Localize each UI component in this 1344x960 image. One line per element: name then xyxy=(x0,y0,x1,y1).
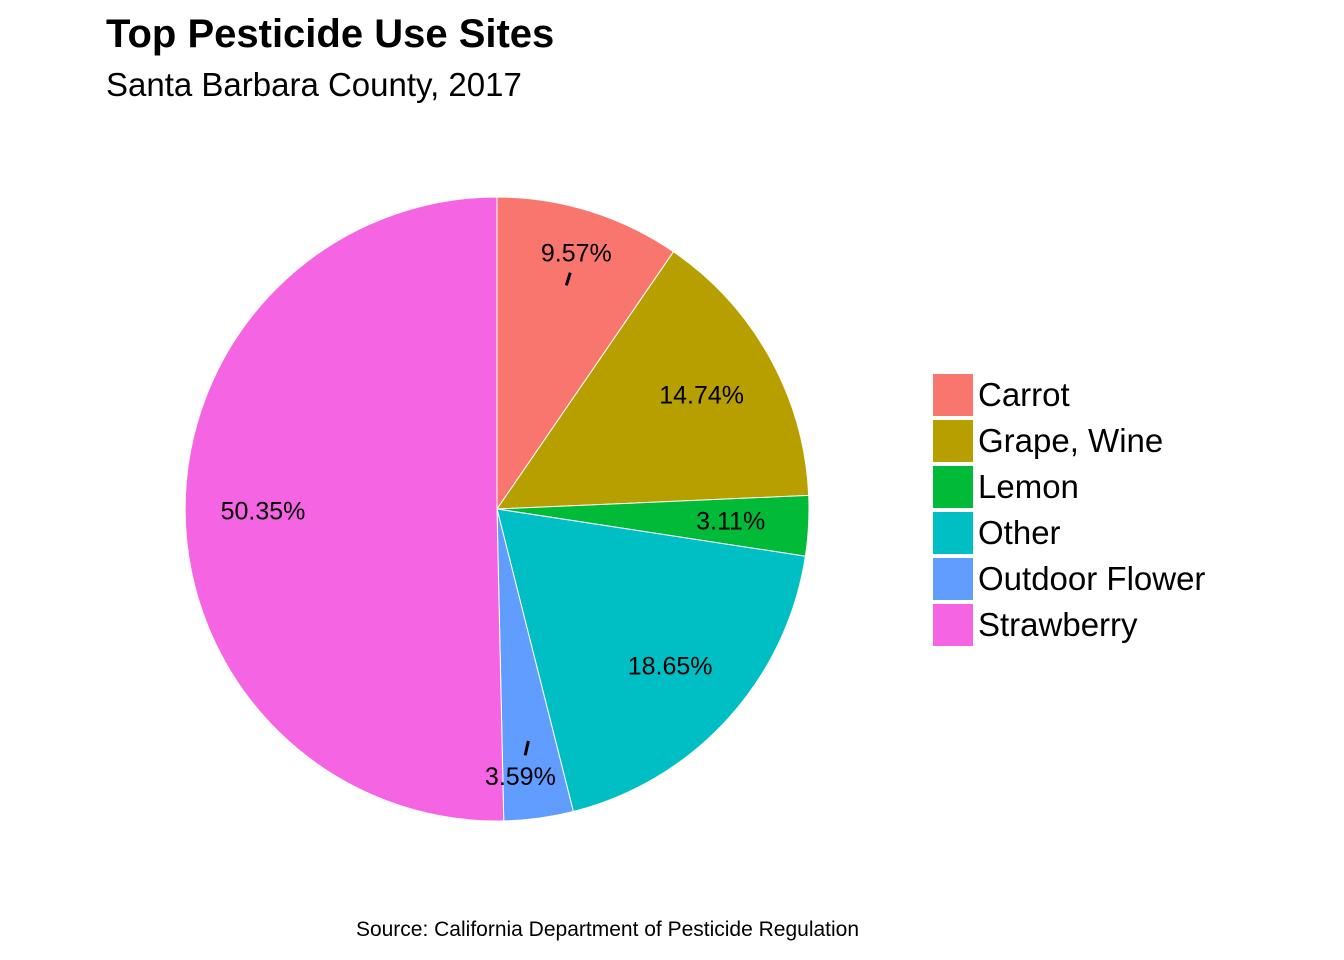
legend-item-outdoor-flower: Outdoor Flower xyxy=(933,556,1205,602)
pie-labels: 9.57% 14.74% 3.11% 18.65% 3.59% 50.35% xyxy=(221,239,766,790)
chart-title: Top Pesticide Use Sites xyxy=(106,12,555,56)
legend-label: Grape, Wine xyxy=(978,422,1164,459)
slice-label-lemon: 3.11% xyxy=(696,508,765,536)
legend-item-strawberry: Strawberry xyxy=(933,602,1205,648)
legend-label: Carrot xyxy=(978,376,1070,413)
legend-label: Strawberry xyxy=(978,606,1138,643)
legend-swatch xyxy=(933,604,973,646)
legend-item-carrot: Carrot xyxy=(933,372,1205,418)
slice-label-outdoor-flower: 3.59% xyxy=(485,763,556,791)
label-leader-carrot xyxy=(564,272,572,286)
pie-slice-strawberry xyxy=(184,196,505,822)
slice-label-strawberry: 50.35% xyxy=(221,498,306,526)
slice-label-other: 18.65% xyxy=(628,652,713,680)
pie-slice-carrot xyxy=(496,196,675,511)
legend: Carrot Grape, Wine Lemon Other Outdoor F… xyxy=(933,372,1205,648)
chart-caption: Source: California Department of Pestici… xyxy=(355,918,860,941)
pie-slices xyxy=(184,196,810,822)
chart-subtitle: Santa Barbara County, 2017 xyxy=(106,66,522,103)
slice-label-carrot: 9.57% xyxy=(541,239,612,267)
legend-item-lemon: Lemon xyxy=(933,464,1205,510)
legend-swatch xyxy=(933,512,973,554)
legend-swatch xyxy=(933,374,973,416)
slice-label-grape-wine: 14.74% xyxy=(659,381,744,409)
legend-label: Outdoor Flower xyxy=(978,560,1206,597)
legend-swatch xyxy=(933,420,973,462)
pie-slice-other xyxy=(496,508,806,813)
legend-swatch xyxy=(933,466,973,508)
legend-item-other: Other xyxy=(933,510,1205,556)
legend-label: Other xyxy=(978,514,1061,551)
legend-label: Lemon xyxy=(978,468,1079,505)
pie-slice-grape-wine xyxy=(496,251,810,510)
legend-item-grape-wine: Grape, Wine xyxy=(933,418,1205,464)
label-leader-outdoor-flower xyxy=(523,740,530,756)
legend-swatch xyxy=(933,558,973,600)
